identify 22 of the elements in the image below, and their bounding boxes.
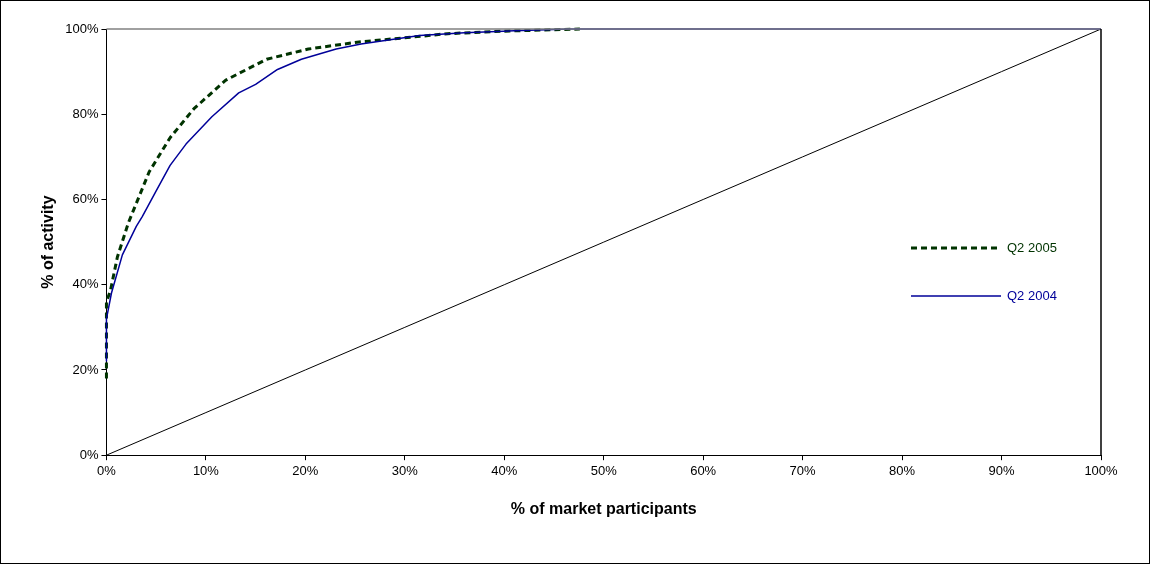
line-series: [104, 27, 582, 380]
x-tick-label: 60%: [690, 462, 717, 478]
text: Q2 2004: [1007, 287, 1057, 303]
x-tick-label: 10%: [192, 462, 220, 478]
y-tick-label: 80%: [72, 105, 99, 121]
y-axis-title: % of activity: [39, 195, 57, 289]
x-axis-title: % of market participants: [510, 499, 697, 517]
x-tick-label: 70%: [789, 462, 817, 478]
x-tick-label: 30%: [391, 462, 419, 478]
y-tick-label: 60%: [72, 191, 99, 207]
text: Q2 2005: [1007, 239, 1057, 255]
x-tick-label: 100%: [1084, 462, 1119, 478]
x-tick-label: 0%: [97, 462, 117, 478]
x-tick-label: 80%: [889, 462, 916, 478]
x-tick-label: 40%: [491, 462, 518, 478]
x-tick-label: 90%: [988, 462, 1015, 478]
y-tick-label: 0%: [79, 446, 99, 462]
x-tick-label: 50%: [590, 462, 618, 478]
y-tick-label: 40%: [72, 276, 99, 292]
y-tick-label: 20%: [72, 361, 99, 377]
y-tick-label: 100%: [65, 20, 99, 36]
x-tick-label: 20%: [292, 462, 319, 478]
